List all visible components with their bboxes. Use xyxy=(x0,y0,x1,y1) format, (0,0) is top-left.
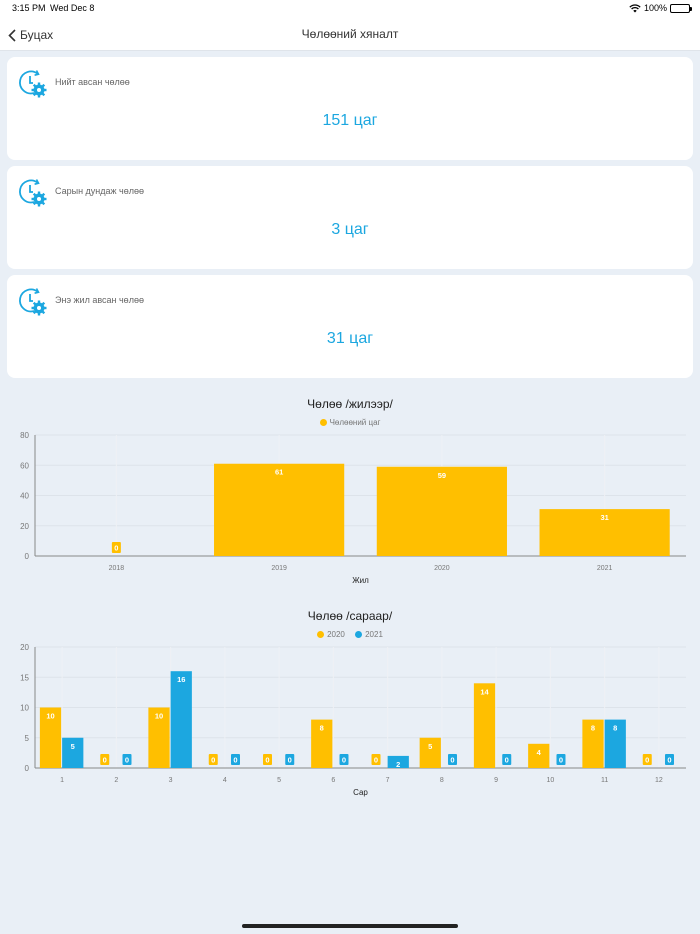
x-tick-label: 12 xyxy=(655,777,663,784)
x-tick-label: 6 xyxy=(331,777,335,784)
clock-gear-icon xyxy=(17,177,47,207)
chart-bar xyxy=(214,464,344,556)
data-label: 2 xyxy=(396,760,400,769)
legend-dot xyxy=(317,631,324,638)
data-label: 0 xyxy=(288,756,292,765)
legend-item[interactable]: 2020 xyxy=(317,630,345,639)
status-bar: 3:15 PM Wed Dec 8 100% xyxy=(0,0,700,18)
x-axis-label: Сар xyxy=(353,788,368,797)
clock-gear-icon xyxy=(17,68,47,98)
legend-label: 2020 xyxy=(327,630,345,639)
monthly-average-card: Сарын дундаж чөлөө 3 цаг xyxy=(7,166,693,269)
data-label: 0 xyxy=(103,756,107,765)
x-tick-label: 3 xyxy=(169,777,173,784)
x-tick-label: 4 xyxy=(223,777,227,784)
y-tick-label: 0 xyxy=(25,552,30,561)
data-label: 0 xyxy=(667,756,671,765)
data-label: 59 xyxy=(438,471,446,480)
x-tick-label: 9 xyxy=(494,777,498,784)
data-label: 0 xyxy=(342,756,346,765)
x-tick-label: 10 xyxy=(546,777,554,784)
yearly-bar-chart: 0 20 40 60 80 0 2018 61 2019 59 2020 31 2021 Жил xyxy=(0,428,700,588)
legend-dot xyxy=(355,631,362,638)
card-value: 31 цаг xyxy=(7,330,693,348)
status-right: 100% xyxy=(629,3,690,13)
y-tick-label: 0 xyxy=(25,764,30,773)
y-tick-label: 80 xyxy=(20,431,29,440)
data-label: 10 xyxy=(155,712,163,721)
card-value: 3 цаг xyxy=(7,221,693,239)
chart-bar xyxy=(377,467,507,556)
x-axis-label: Жил xyxy=(352,576,369,585)
monthly-chart-title: Чөлөө /сараар/ xyxy=(0,609,700,623)
x-tick-label: 1 xyxy=(60,777,64,784)
y-tick-label: 40 xyxy=(20,492,29,501)
card-label: Сарын дундаж чөлөө xyxy=(55,186,144,196)
y-tick-label: 20 xyxy=(20,522,29,531)
x-tick-label: 2020 xyxy=(434,565,450,572)
chart-bar xyxy=(171,671,192,768)
monthly-chart-legend: 2020 2021 xyxy=(0,630,700,640)
this-year-card: Энэ жил авсан чөлөө 31 цаг xyxy=(7,275,693,378)
home-indicator xyxy=(242,924,458,928)
legend-item[interactable]: Чөлөөний цаг xyxy=(320,418,381,427)
status-time: 3:15 PM xyxy=(12,3,46,13)
data-label: 5 xyxy=(428,742,432,751)
yearly-chart-legend: Чөлөөний цаг xyxy=(0,418,700,428)
legend-label: 2021 xyxy=(365,630,383,639)
data-label: 0 xyxy=(233,756,237,765)
x-tick-label: 11 xyxy=(601,777,608,784)
legend-item[interactable]: 2021 xyxy=(355,630,383,639)
wifi-icon xyxy=(629,4,641,13)
data-label: 0 xyxy=(645,756,649,765)
data-label: 61 xyxy=(275,468,283,477)
data-label: 0 xyxy=(125,756,129,765)
y-tick-label: 5 xyxy=(25,734,30,743)
card-label: Энэ жил авсан чөлөө xyxy=(55,295,144,305)
data-label: 0 xyxy=(505,756,509,765)
data-label: 0 xyxy=(265,756,269,765)
data-label: 8 xyxy=(320,724,324,733)
y-tick-label: 10 xyxy=(20,704,29,713)
battery-percent: 100% xyxy=(644,3,667,13)
x-tick-label: 2 xyxy=(114,777,118,784)
battery-icon xyxy=(670,4,690,13)
data-label: 8 xyxy=(591,724,595,733)
x-tick-label: 5 xyxy=(277,777,281,784)
data-label: 0 xyxy=(374,756,378,765)
x-tick-label: 2018 xyxy=(109,565,125,572)
status-date: Wed Dec 8 xyxy=(50,3,94,13)
data-label: 0 xyxy=(211,756,215,765)
clock-gear-icon xyxy=(17,286,47,316)
total-leave-card: Нийт авсан чөлөө 151 цаг xyxy=(7,57,693,160)
data-label: 0 xyxy=(114,544,118,553)
data-label: 5 xyxy=(71,742,75,751)
data-label: 0 xyxy=(450,756,454,765)
x-tick-label: 8 xyxy=(440,777,444,784)
y-tick-label: 15 xyxy=(20,673,29,682)
legend-label: Чөлөөний цаг xyxy=(330,418,381,427)
card-label: Нийт авсан чөлөө xyxy=(55,77,130,87)
data-label: 10 xyxy=(46,712,54,721)
x-tick-label: 2019 xyxy=(271,565,287,572)
y-tick-label: 20 xyxy=(20,643,29,652)
x-tick-label: 2021 xyxy=(597,565,613,572)
data-label: 8 xyxy=(613,724,617,733)
x-tick-label: 7 xyxy=(386,777,390,784)
legend-dot xyxy=(320,419,327,426)
y-tick-label: 60 xyxy=(20,461,29,470)
data-label: 0 xyxy=(559,756,563,765)
yearly-chart-title: Чөлөө /жилээр/ xyxy=(0,397,700,411)
card-value: 151 цаг xyxy=(7,112,693,130)
data-label: 16 xyxy=(177,675,185,684)
page-title: Чөлөөний хяналт xyxy=(0,27,700,41)
nav-bar: Буцах Чөлөөний хяналт xyxy=(0,18,700,51)
data-label: 14 xyxy=(480,687,489,696)
data-label: 31 xyxy=(600,513,608,522)
